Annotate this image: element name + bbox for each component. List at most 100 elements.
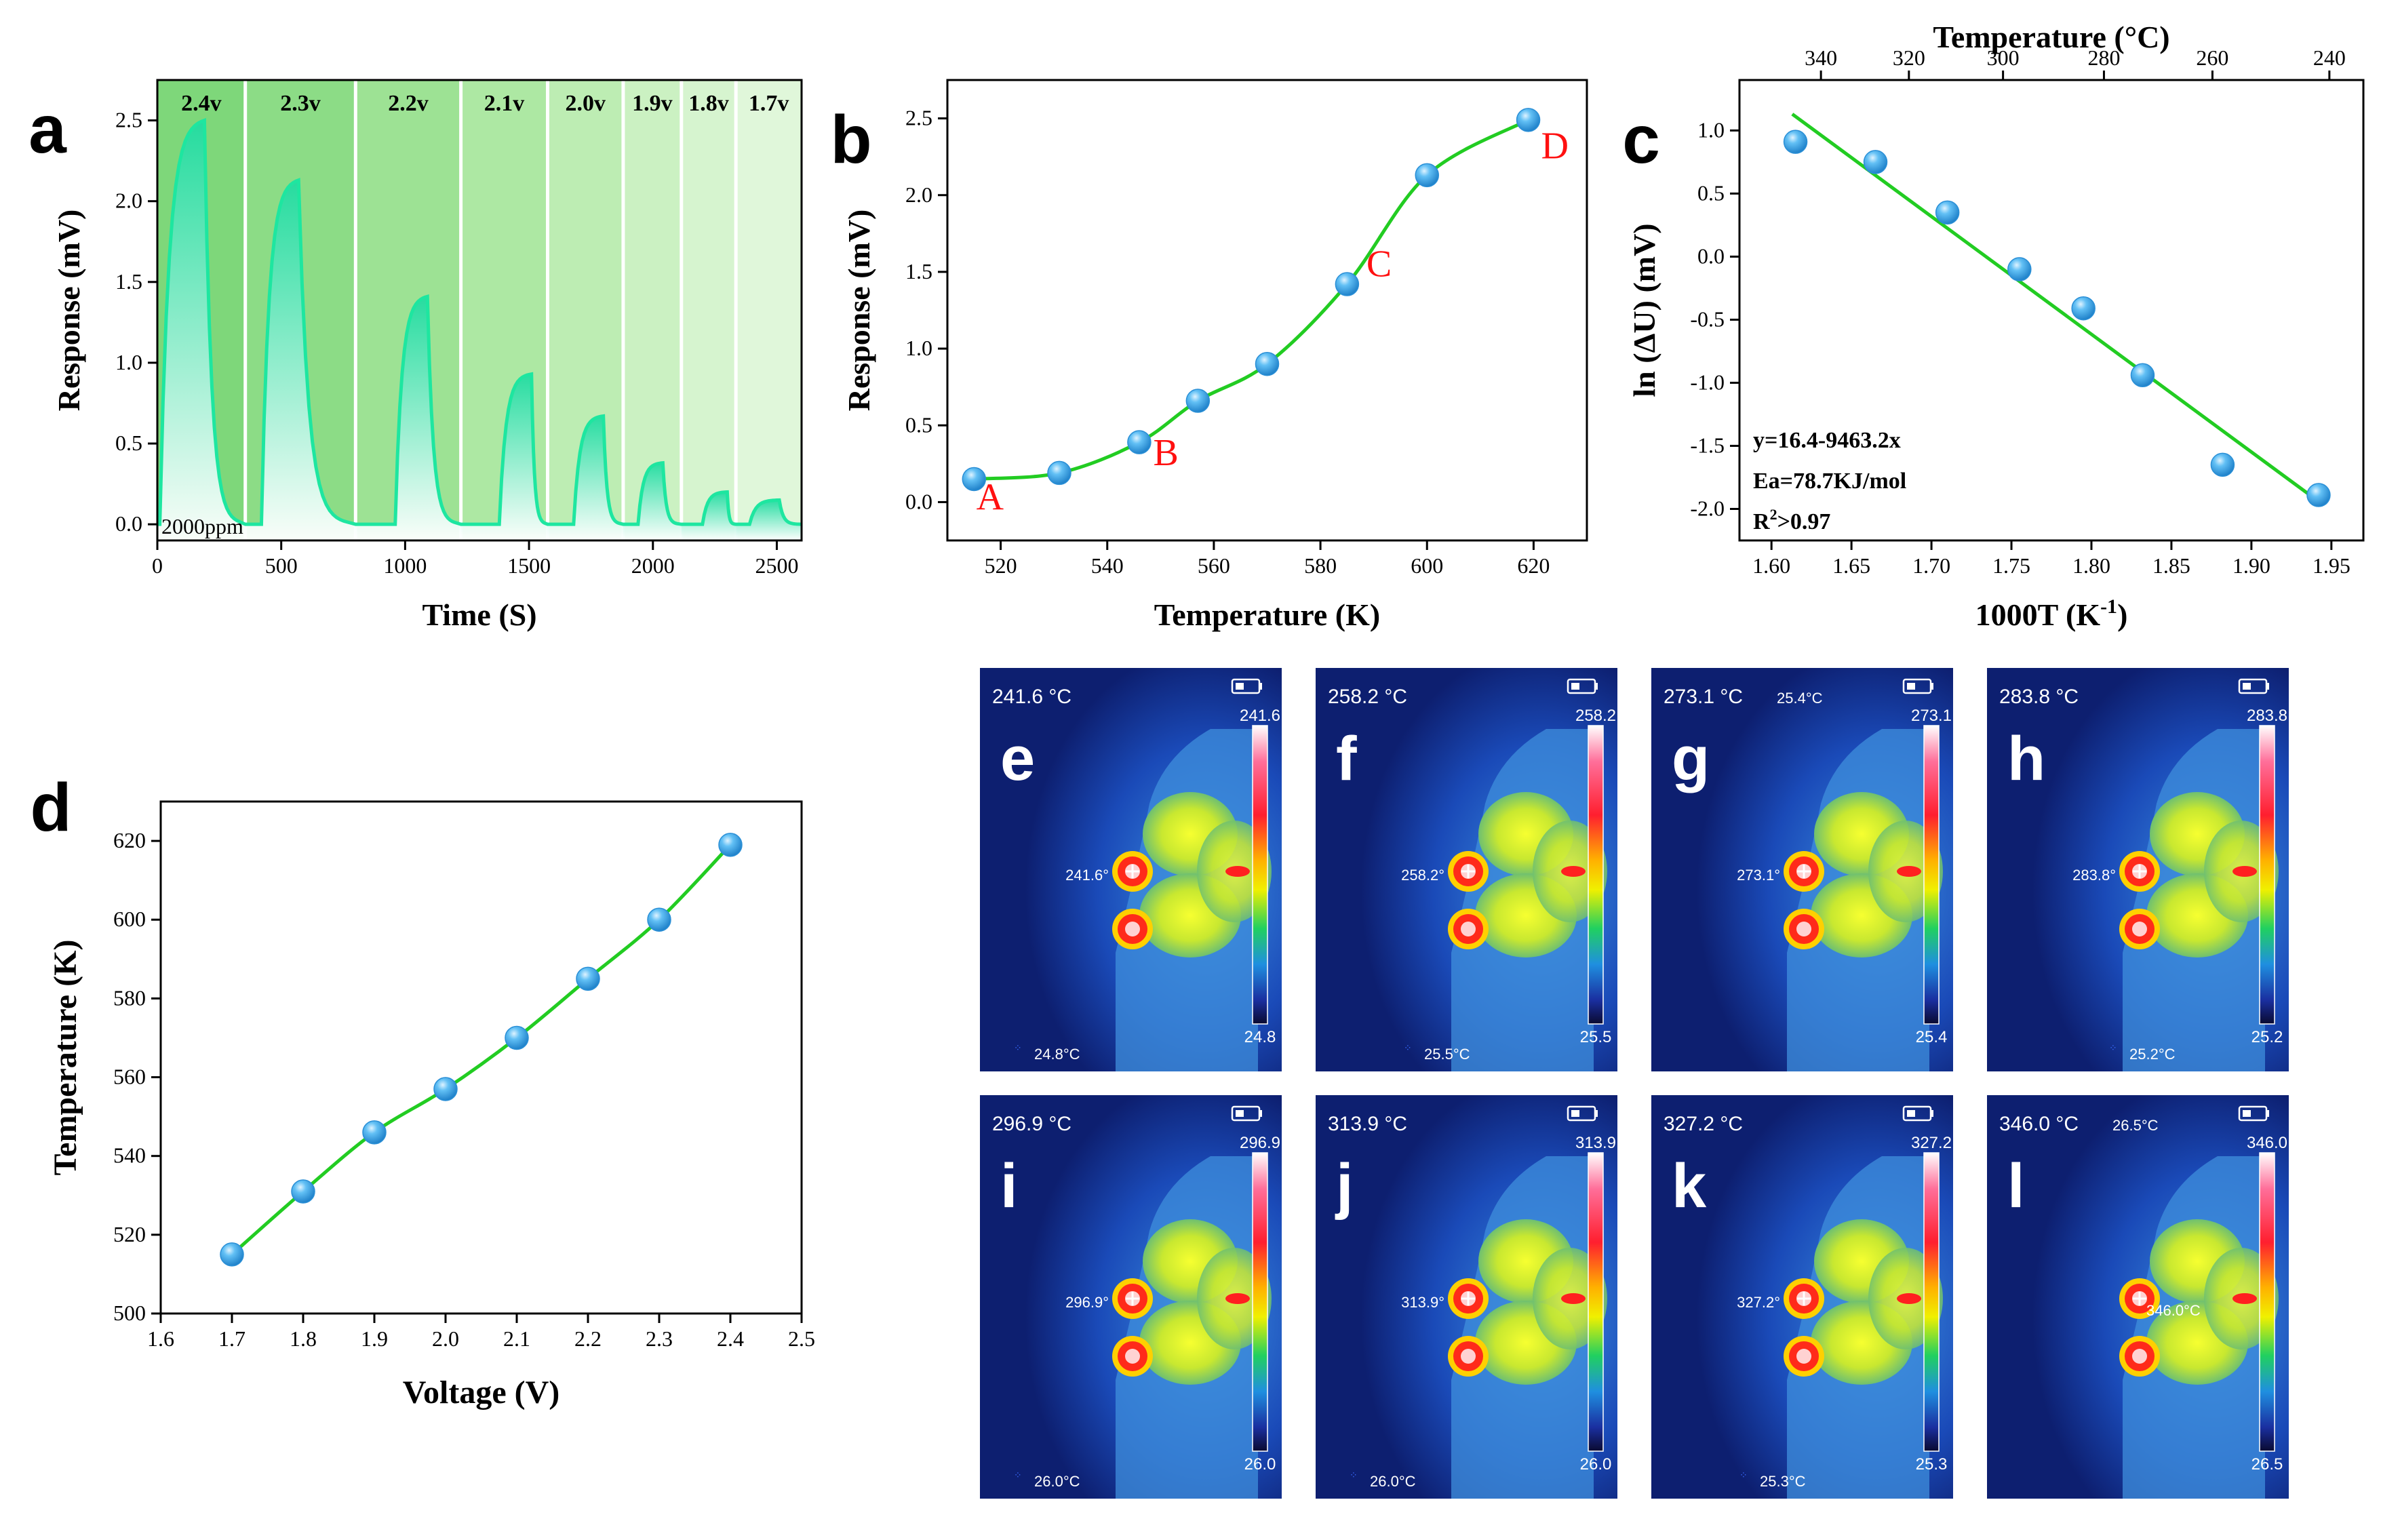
panel-letter: c [1622, 102, 1660, 178]
spot-temperature: 258.2° [1401, 867, 1444, 884]
y-axis-label: ln (ΔU) (mV) [1627, 223, 1661, 397]
panel-d: 1.6 1.7 1.8 1.9 2.0 2.1 2.2 2.3 2.4 2.5 500 520 540 5… [30, 770, 815, 1410]
battery-tip [1259, 1110, 1262, 1117]
panel-letter: e [1000, 724, 1035, 793]
top-tick-label: 280 [2087, 45, 2120, 70]
sensor-center [2132, 1349, 2147, 1364]
spot-temperature: 241.6° [1065, 867, 1109, 884]
min-temperature: 26.0°C [1370, 1473, 1416, 1490]
spot-temperature: 313.9° [1401, 1294, 1444, 1311]
thermal-image-j: 313.9 °C j 313.9 26.0 313.9° 26.0°C ⁘ [1316, 1095, 1617, 1499]
y-tick-label: 1.5 [905, 259, 932, 283]
y-tick-label: 560 [113, 1065, 146, 1089]
sensor-center [1461, 922, 1476, 936]
y-tick-label: -0.5 [1690, 307, 1725, 331]
data-point [1783, 130, 1808, 154]
scale-min-label: 24.8 [1244, 1028, 1276, 1046]
panel-c: y=16.4-9463.2x Ea=78.7KJ/mol R2>0.97 1.60 1.… [1622, 20, 2365, 632]
crosshair-icon [2133, 865, 2146, 878]
panel-letter: h [2007, 724, 2045, 793]
data-point [505, 1025, 529, 1050]
x-tick-label: 2.3 [646, 1326, 673, 1351]
x-tick-label: 1.65 [1832, 553, 1870, 578]
battery-level [1236, 1110, 1244, 1117]
x-tick-label: 1.85 [2152, 553, 2190, 578]
battery-tip [1595, 1110, 1598, 1117]
y-tick-label: -1.5 [1690, 433, 1725, 457]
sensor-center [1796, 922, 1811, 936]
crosshair-icon [1461, 1292, 1475, 1305]
scale-min-label: 25.4 [1916, 1028, 1948, 1046]
r-squared-sup: 2 [1770, 506, 1777, 523]
x-tick-label: 2.2 [574, 1326, 602, 1351]
max-temperature: 283.8 °C [1999, 686, 2079, 708]
x-tick-label: 560 [1198, 553, 1230, 578]
thermal-images: 241.6 °C e 241.6 24.8 241.6° 24.8°C ⁘ 258.2 °C f… [980, 668, 2289, 1499]
y-axis-label: Response (mV) [52, 210, 86, 412]
thermal-image-k: 327.2 °C k 327.2 25.3 327.2° 25.3°C ⁘ [1651, 1095, 1953, 1499]
battery-tip [1931, 1110, 1933, 1117]
response-curve [157, 117, 802, 526]
response-area [157, 120, 245, 540]
scale-min-label: 25.2 [2251, 1028, 2283, 1046]
data-point [2306, 483, 2331, 507]
scale-min-label: 26.5 [2251, 1455, 2283, 1474]
x-tick-label: 500 [265, 553, 298, 578]
data-point [1516, 108, 1541, 132]
battery-level [1571, 683, 1579, 690]
response-area [681, 492, 736, 540]
color-scale-bar [1252, 725, 1268, 1025]
x-tick-label: 2.4 [717, 1326, 744, 1351]
y-tick-label: -2.0 [1690, 496, 1725, 520]
battery-level [1907, 683, 1915, 690]
y-tick-label: 0.5 [905, 412, 932, 437]
point-label: A [977, 477, 1004, 519]
voltage-label: 2.0v [565, 91, 606, 116]
max-temperature: 258.2 °C [1328, 686, 1407, 708]
top-tick-label: 300 [1987, 45, 2020, 70]
x-tick-label: 1.70 [1912, 553, 1950, 578]
sensor-center [1125, 922, 1140, 936]
voltage-label: 1.9v [632, 91, 673, 116]
y-tick-label: 2.0 [905, 182, 932, 207]
spot-temperature: 273.1° [1737, 867, 1780, 884]
data-point [1255, 351, 1280, 376]
segment-background [736, 80, 802, 540]
battery-tip [2266, 683, 2269, 690]
min-marker-icon: ⁘ [1404, 1042, 1412, 1053]
x-tick-label: 2000 [631, 553, 675, 578]
battery-tip [1595, 683, 1598, 690]
x-tick-label: 1000 [383, 553, 427, 578]
sensor-center [1461, 1349, 1476, 1364]
y-tick-label: 0.5 [1697, 180, 1725, 205]
spot-temperature: 346.0°C [2146, 1302, 2201, 1319]
color-scale-bar [1588, 725, 1604, 1025]
activation-energy: Ea=78.7KJ/mol [1753, 469, 1906, 494]
x-tick-label: 1500 [507, 553, 551, 578]
y-tick-label: 2.5 [905, 106, 932, 130]
min-marker-icon: ⁘ [1014, 1469, 1022, 1480]
hot-spot [2232, 1293, 2257, 1304]
max-temperature: 296.9 °C [992, 1113, 1071, 1135]
crosshair-icon [1126, 865, 1139, 878]
x-tick-label: 1.8 [290, 1326, 317, 1351]
thermal-image-f: 258.2 °C f 258.2 25.5 258.2° 25.5°C ⁘ [1316, 668, 1617, 1071]
axes-frame [159, 800, 803, 1315]
x-tick-label: 1.9 [361, 1326, 388, 1351]
fit-equation: y=16.4-9463.2x [1753, 428, 1901, 453]
x-tick-label: 1.75 [1992, 553, 2030, 578]
data-point [1335, 272, 1360, 296]
y-tick-label: 0.0 [1697, 243, 1725, 268]
sensor-center [2132, 922, 2147, 936]
color-scale-bar [2259, 1152, 2275, 1452]
thermal-image-i: 296.9 °C i 296.9 26.0 296.9° 26.0°C ⁘ [980, 1095, 1282, 1499]
x-axis-label: Voltage (V) [403, 1375, 560, 1410]
scale-min-label: 26.0 [1244, 1455, 1276, 1474]
x-tick-label: 600 [1411, 553, 1443, 578]
scale-max-label: 273.1 [1911, 707, 1952, 725]
min-marker-icon: ⁘ [1350, 1469, 1358, 1480]
data-point [576, 966, 600, 991]
data-point [1047, 460, 1071, 486]
scale-max-label: 283.8 [2247, 707, 2287, 725]
voltage-label: 2.1v [484, 91, 525, 116]
